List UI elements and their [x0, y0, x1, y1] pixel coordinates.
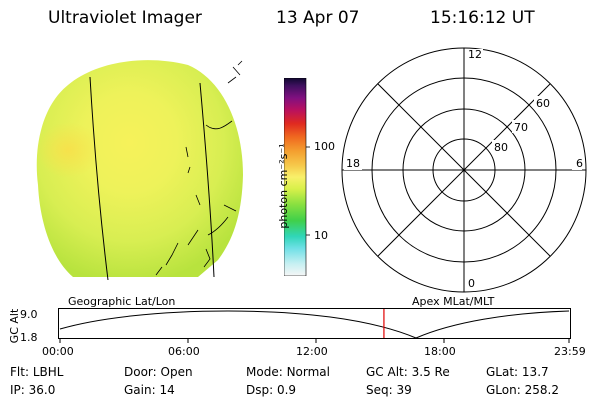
info-gain: Gain: 14	[124, 383, 175, 397]
info-flt: Flt: LBHL	[10, 365, 64, 379]
mlt-label-18: 18	[346, 157, 360, 170]
timeline-xtick-0: 00:00	[42, 345, 74, 358]
colorbar	[284, 78, 310, 276]
mlt-label-12: 12	[468, 48, 482, 61]
info-seq: Seq: 39	[366, 383, 412, 397]
colorbar-label-100: 100	[314, 140, 335, 153]
timeline-right-title: Apex MLat/MLT	[412, 295, 495, 308]
mlat-label-70: 70	[514, 121, 528, 134]
info-ip: IP: 36.0	[10, 383, 56, 397]
info-glat: GLat: 13.7	[486, 365, 549, 379]
colorbar-label-10: 10	[314, 229, 328, 242]
timeline-y-axis-label: GC Alt	[8, 308, 21, 344]
timeline-ytick-low: 1.8	[20, 331, 38, 344]
longitude-line-west	[89, 76, 109, 281]
uv-earth-image	[36, 60, 243, 281]
colorbar-unit-label: photon cm⁻²s⁻¹	[277, 143, 290, 229]
polar-diagonal-2	[377, 83, 551, 257]
info-mode: Mode: Normal	[246, 365, 330, 379]
info-glon: GLon: 258.2	[486, 383, 559, 397]
timeline-left-title: Geographic Lat/Lon	[68, 295, 176, 308]
timeline-xtick-6: 06:00	[168, 345, 200, 358]
altitude-timeline	[58, 308, 571, 343]
earth-disk	[36, 60, 243, 278]
mlt-label-6: 6	[576, 157, 583, 170]
mlt-label-0: 0	[468, 277, 475, 290]
info-gc-alt: GC Alt: 3.5 Re	[366, 365, 450, 379]
timeline-xtick-12: 12:00	[296, 345, 328, 358]
instrument-title: Ultraviolet Imager	[48, 8, 202, 28]
info-door: Door: Open	[124, 365, 193, 379]
altitude-curve	[59, 310, 570, 339]
longitude-line-east	[199, 82, 215, 278]
info-dsp: Dsp: 0.9	[246, 383, 297, 397]
coastline-fragments	[155, 60, 243, 276]
polar-plot	[341, 47, 587, 293]
timeline-xtick-18: 18:00	[424, 345, 456, 358]
mlat-label-60: 60	[536, 97, 550, 110]
date-label: 13 Apr 07	[276, 8, 360, 28]
timeline-ytick-high: 9.0	[20, 308, 38, 321]
bright-region	[36, 122, 100, 178]
time-label: 15:16:12 UT	[430, 8, 535, 28]
timeline-xtick-24: 23:59	[554, 345, 586, 358]
mlat-label-80: 80	[494, 141, 508, 154]
timeline-frame	[58, 308, 571, 339]
